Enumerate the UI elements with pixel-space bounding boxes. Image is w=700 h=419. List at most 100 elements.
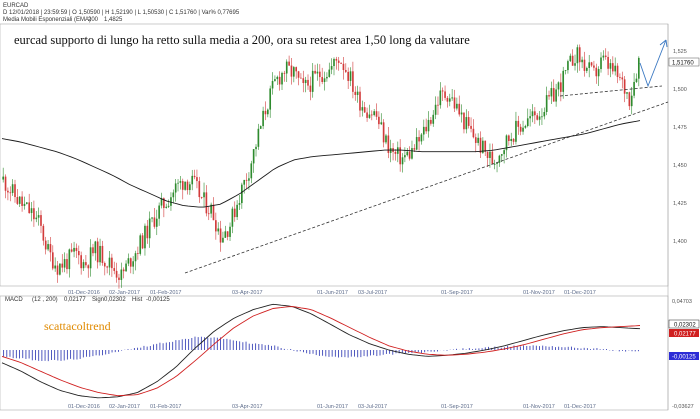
candle-body	[505, 135, 508, 151]
date-label: 01-Sep-2017	[441, 404, 473, 410]
neckline-dashed	[559, 85, 663, 97]
candle-body	[316, 71, 319, 74]
candle-body	[482, 140, 484, 153]
candle-body	[89, 247, 92, 269]
candle-body	[621, 77, 624, 80]
macd-params: (12 , 200)	[32, 297, 58, 303]
candle-body	[526, 118, 529, 127]
candle-body	[129, 258, 132, 267]
candle-body	[101, 245, 104, 263]
macd-tag-hist-text: -0,00125	[672, 355, 696, 361]
candle-body	[248, 178, 250, 181]
candle-body	[427, 119, 430, 132]
candle-body	[35, 217, 38, 220]
candle-body	[470, 125, 472, 129]
arrow-head-icon	[659, 39, 668, 48]
candle-body	[262, 110, 264, 127]
ema-legend-period: 200	[88, 17, 99, 23]
candle-body	[92, 247, 94, 254]
support-trendline	[184, 101, 669, 274]
projection-arrow	[639, 39, 667, 88]
hist-value: -0,00125	[146, 297, 170, 303]
candle-body	[496, 162, 498, 164]
candle-body	[122, 269, 125, 272]
price-tick-1525: 1,525	[673, 49, 687, 55]
candle-body	[73, 247, 75, 252]
candle-body	[538, 116, 541, 120]
candle-body	[33, 208, 35, 220]
candle-body	[349, 71, 352, 81]
candle-body	[330, 66, 333, 70]
candle-body	[474, 137, 477, 143]
candle-body	[529, 116, 531, 119]
candle-body	[347, 71, 350, 81]
candle-body	[522, 127, 524, 132]
candle-body	[219, 228, 222, 243]
candle-body	[66, 259, 68, 270]
candle-body	[567, 61, 569, 71]
candle-body	[215, 220, 217, 232]
macd-label: MACD	[5, 297, 23, 303]
candle-body	[134, 253, 137, 262]
candle-body	[224, 231, 227, 238]
candle-body	[500, 154, 503, 156]
candle-body	[118, 277, 120, 280]
candle-body	[113, 268, 116, 271]
watermark-text: scattacoltrend	[44, 319, 111, 333]
candle-body	[451, 97, 453, 99]
candle-body	[257, 128, 260, 147]
candle-body	[44, 240, 47, 250]
candle-body	[439, 90, 442, 106]
date-label: 02-Jan-2017	[109, 290, 140, 296]
candle-body	[30, 208, 33, 214]
candle-body	[335, 58, 338, 61]
symbol-label: EURCAD	[3, 3, 29, 9]
candle-body	[361, 107, 364, 111]
candle-body	[600, 57, 602, 70]
signal-label: Sign	[92, 297, 104, 303]
candle-body	[238, 203, 241, 205]
candle-body	[259, 126, 262, 129]
macd-tag-signal-text: 0,02302	[674, 323, 696, 329]
candle-body	[418, 137, 420, 142]
candle-body	[401, 157, 404, 165]
candle-body	[87, 265, 90, 269]
candle-body	[628, 92, 631, 107]
candle-body	[186, 181, 189, 191]
candle-body	[170, 197, 172, 206]
hist-label: Hist	[132, 297, 143, 303]
candle-body	[560, 82, 562, 92]
signal-value: 0,02302	[104, 297, 126, 303]
candle-body	[177, 182, 179, 184]
candle-body	[545, 95, 548, 112]
candle-body	[604, 55, 607, 57]
candle-body	[23, 203, 26, 206]
candle-body	[165, 206, 168, 208]
candle-body	[210, 204, 212, 214]
candle-body	[425, 126, 427, 132]
candle-body	[146, 225, 149, 239]
candle-body	[588, 62, 591, 68]
ema-legend-label: Media Mobili Esponenziali (EMA)	[3, 17, 91, 23]
candle-body	[11, 184, 14, 193]
candle-body	[198, 181, 201, 198]
candle-body	[172, 192, 175, 198]
candle-body	[283, 72, 286, 74]
candle-body	[80, 255, 82, 269]
candle-body	[205, 192, 208, 214]
candle-body	[536, 115, 539, 120]
candle-body	[611, 63, 614, 72]
date-label: 01-Feb-2017	[150, 290, 182, 296]
candle-body	[229, 226, 231, 237]
price-tick-1450: 1,450	[673, 163, 687, 169]
candle-body	[125, 263, 127, 272]
candle-body	[75, 247, 78, 252]
candle-body	[47, 244, 49, 250]
ema-legend-value: 1,4825	[104, 17, 123, 23]
candle-body	[477, 137, 479, 143]
date-label: 03-Jul-2017	[358, 290, 387, 296]
candle-body	[541, 116, 543, 118]
candle-body	[309, 85, 312, 92]
candle-body	[555, 89, 557, 102]
candle-body	[432, 114, 435, 124]
